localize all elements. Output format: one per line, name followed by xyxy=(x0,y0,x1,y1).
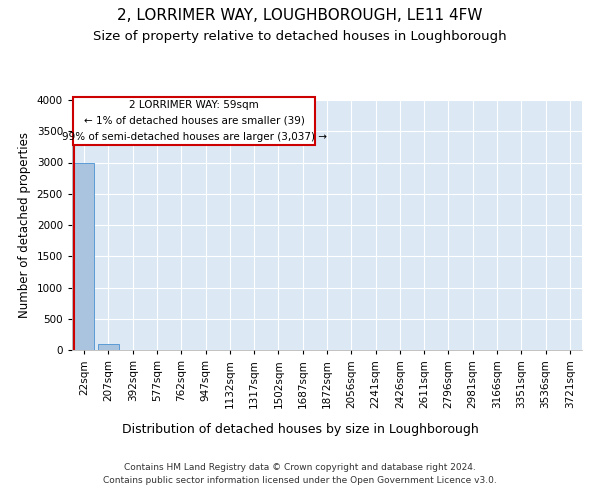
Text: Contains public sector information licensed under the Open Government Licence v3: Contains public sector information licen… xyxy=(103,476,497,485)
Text: Size of property relative to detached houses in Loughborough: Size of property relative to detached ho… xyxy=(93,30,507,43)
Text: 2 LORRIMER WAY: 59sqm
← 1% of detached houses are smaller (39)
99% of semi-detac: 2 LORRIMER WAY: 59sqm ← 1% of detached h… xyxy=(62,100,326,141)
Text: Contains HM Land Registry data © Crown copyright and database right 2024.: Contains HM Land Registry data © Crown c… xyxy=(124,462,476,471)
Text: 2, LORRIMER WAY, LOUGHBOROUGH, LE11 4FW: 2, LORRIMER WAY, LOUGHBOROUGH, LE11 4FW xyxy=(117,8,483,22)
Text: Distribution of detached houses by size in Loughborough: Distribution of detached houses by size … xyxy=(122,422,478,436)
Bar xyxy=(98,344,119,350)
FancyBboxPatch shape xyxy=(73,97,315,145)
Bar xyxy=(74,162,94,350)
Y-axis label: Number of detached properties: Number of detached properties xyxy=(18,132,31,318)
